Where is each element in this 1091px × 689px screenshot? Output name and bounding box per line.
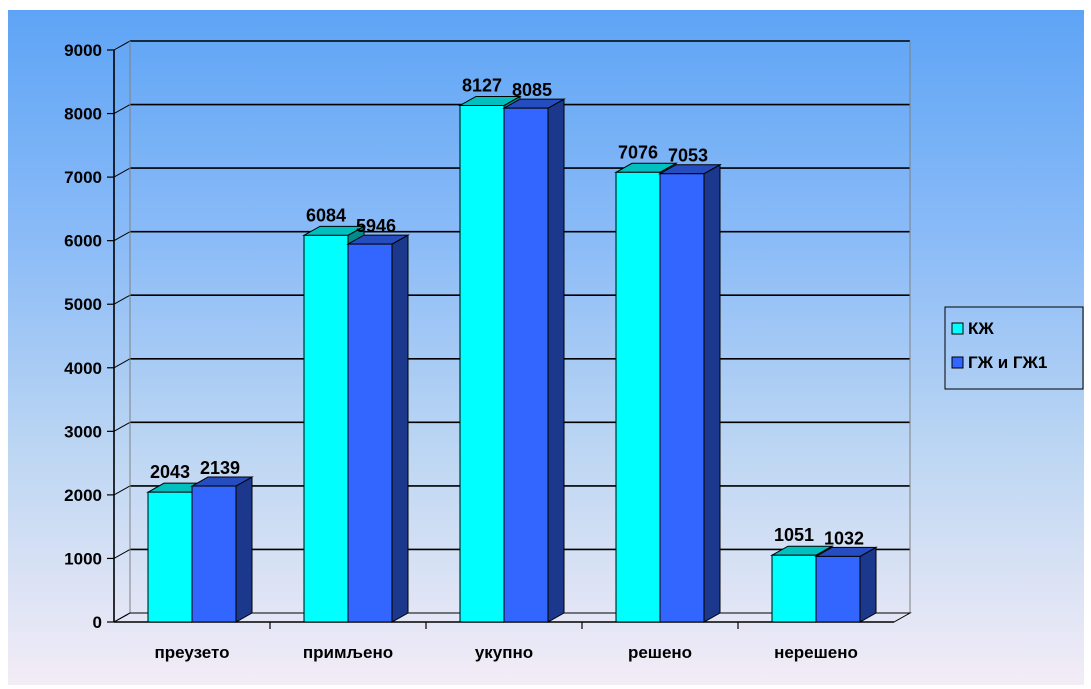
bar-front (815, 555, 861, 623)
legend-label: КЖ (968, 319, 994, 338)
bar-front (615, 171, 661, 623)
bar-side (391, 234, 409, 623)
side-gridline (113, 104, 131, 114)
y-tick-label: 7000 (64, 168, 102, 187)
data-label: 1032 (824, 528, 864, 548)
y-tick-label: 0 (93, 613, 102, 632)
data-label: 7076 (618, 142, 658, 162)
legend-box (944, 306, 1084, 390)
side-gridline (113, 231, 131, 242)
data-label: 1051 (774, 525, 814, 545)
chart-area: 0 1000 2000 3000 4000 5000 6000 7000 8000 9000 пре… (8, 10, 1084, 685)
x-tick-label: укупно (475, 643, 533, 662)
bar-front (771, 554, 817, 623)
side-gridline (113, 40, 131, 51)
data-label: 6084 (306, 205, 346, 225)
y-tick-label: 9000 (64, 41, 102, 60)
y-tick-label: 3000 (64, 422, 102, 441)
bar (346, 234, 410, 623)
bar (658, 163, 722, 623)
data-label: 2043 (150, 462, 190, 482)
side-gridline (113, 358, 131, 369)
data-label: 2139 (200, 458, 240, 478)
legend-swatch (951, 356, 964, 369)
bar (190, 476, 254, 623)
legend: КЖ ГЖ и ГЖ1 (944, 306, 1084, 390)
y-tick-label: 6000 (64, 232, 102, 251)
bar-front (347, 243, 393, 623)
data-label: 5946 (356, 216, 396, 236)
x-tick-label: преузето (154, 643, 229, 662)
bars (146, 95, 878, 623)
bar (502, 98, 566, 623)
bar-front (459, 104, 505, 623)
side-gridline (113, 167, 131, 178)
y-tick-label: 2000 (64, 486, 102, 505)
bar-front (147, 491, 193, 623)
y-tick-label: 8000 (64, 105, 102, 124)
bar (814, 546, 878, 623)
bar-side (859, 546, 877, 623)
side-gridline (113, 485, 131, 496)
side-gridline (113, 421, 131, 432)
data-label: 8085 (512, 80, 552, 100)
y-tick-label: 1000 (64, 549, 102, 568)
bar-side (547, 98, 565, 623)
data-label: 7053 (668, 146, 708, 166)
x-tick-label: примљено (303, 643, 393, 662)
y-tick-label: 4000 (64, 359, 102, 378)
legend-swatch (951, 322, 964, 335)
bar-chart: 0 1000 2000 3000 4000 5000 6000 7000 8000 9000 пре… (64, 40, 1084, 662)
bar-front (191, 485, 237, 623)
side-gridline (113, 294, 131, 305)
x-tick-label: нерешено (774, 643, 858, 662)
bar-side (703, 163, 721, 623)
legend-label: ГЖ и ГЖ1 (968, 353, 1047, 372)
y-tick-label: 5000 (64, 295, 102, 314)
bar-side (235, 476, 253, 623)
bar-front (303, 234, 349, 623)
data-label: 8127 (462, 75, 502, 95)
bar-front (503, 107, 549, 623)
side-gridline (113, 549, 131, 559)
x-tick-label: решено (628, 643, 692, 662)
labels: 0 1000 2000 3000 4000 5000 6000 7000 8000 9000 пре… (64, 41, 864, 662)
bar-front (659, 173, 705, 623)
